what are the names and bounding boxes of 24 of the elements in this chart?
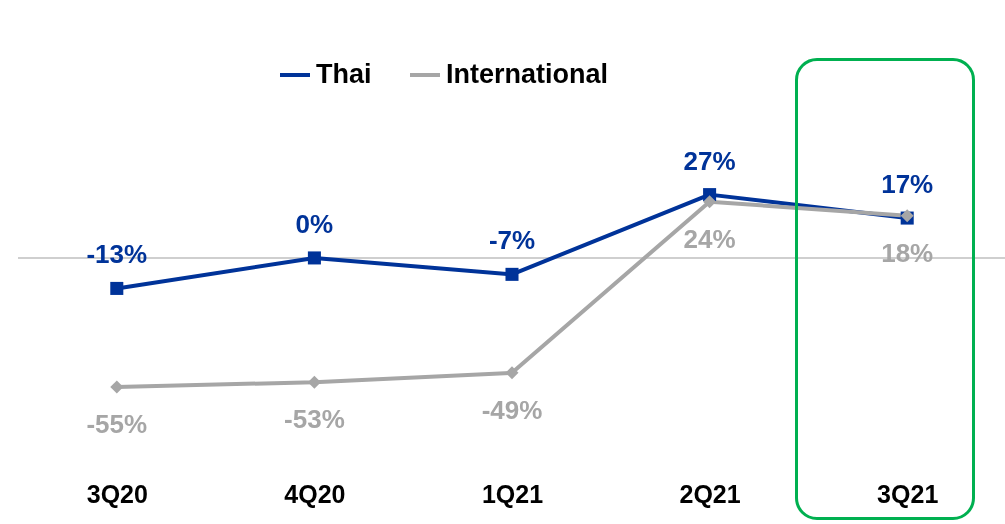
- data-label: 24%: [683, 223, 736, 254]
- point: [505, 267, 519, 281]
- x-tick-label: 3Q20: [86, 479, 148, 508]
- data-label: 27%: [683, 145, 736, 176]
- x-tick-label: 3Q21: [877, 479, 939, 508]
- data-label: -53%: [284, 404, 345, 435]
- point: [307, 251, 321, 265]
- data-label: -7%: [488, 225, 536, 256]
- data-label: 0%: [295, 208, 334, 239]
- data-label: 17%: [881, 169, 934, 200]
- data-label: -55%: [86, 408, 148, 439]
- x-tick-label: 4Q20: [284, 479, 346, 508]
- point: [110, 281, 124, 295]
- data-label: -13%: [86, 239, 148, 270]
- point: [703, 195, 717, 209]
- legend-label: International: [446, 59, 609, 89]
- point: [110, 380, 124, 394]
- point: [307, 375, 321, 389]
- x-tick-label: 1Q21: [481, 479, 544, 508]
- data-label: -49%: [481, 394, 543, 425]
- point: [505, 366, 519, 380]
- x-tick-label: 2Q21: [679, 479, 741, 508]
- data-label: 18%: [881, 237, 934, 268]
- legend-label: Thai: [316, 59, 372, 89]
